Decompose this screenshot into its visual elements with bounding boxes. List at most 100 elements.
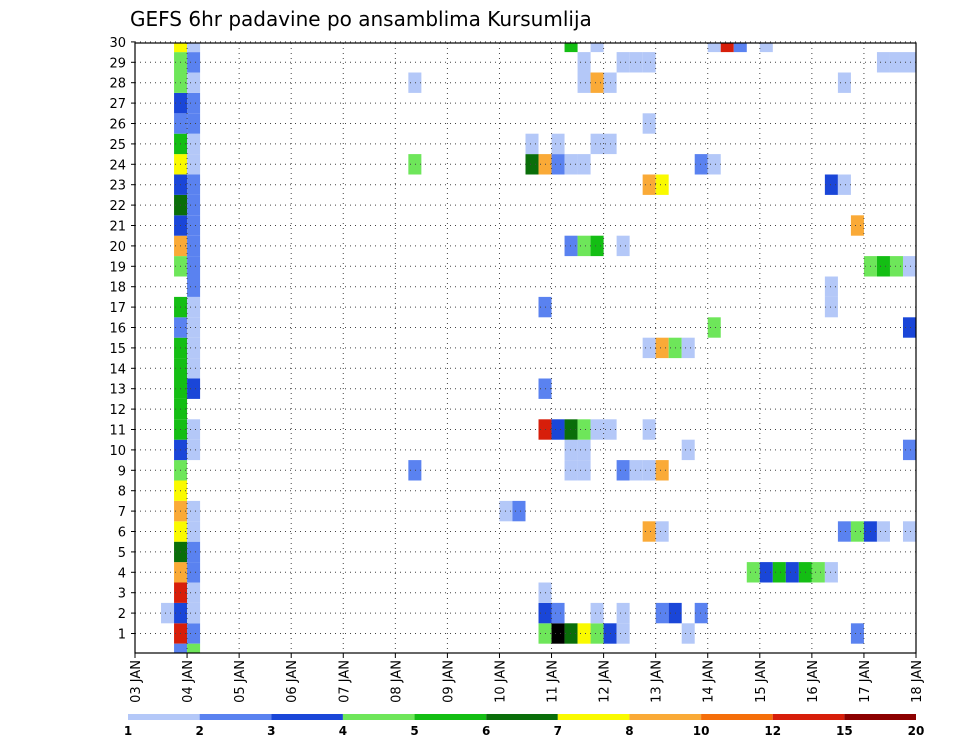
data-cell [525, 154, 539, 175]
data-cell [642, 337, 656, 359]
data-cell [837, 72, 851, 93]
y-tick-label: 9 [118, 464, 126, 479]
x-tick-label: 06 JAN [285, 660, 300, 703]
data-cell [408, 72, 422, 93]
y-tick-label: 27 [109, 97, 126, 112]
data-cell [577, 154, 591, 175]
y-tick-label: 7 [118, 505, 126, 520]
data-cell [902, 52, 916, 73]
data-cell [707, 43, 721, 53]
legend-swatch [414, 714, 487, 720]
legend-swatch [128, 714, 200, 720]
legend-swatch [199, 714, 272, 720]
data-cell [811, 562, 825, 583]
chart-title: GEFS 6hr padavine po ansamblima Kursumli… [130, 7, 592, 31]
data-cell [720, 43, 734, 53]
legend-label: 1 [124, 724, 132, 738]
data-cell [187, 276, 201, 297]
data-cell [590, 419, 604, 440]
y-tick-label: 8 [118, 485, 126, 500]
data-cell [187, 133, 201, 155]
data-cell [824, 174, 838, 195]
legend-label: 10 [693, 724, 710, 738]
data-cell [733, 43, 747, 53]
y-tick-label: 18 [109, 281, 126, 296]
data-cell [564, 439, 578, 461]
data-cell [577, 439, 591, 461]
x-tick-label: 17 JAN [858, 660, 873, 703]
data-cell [551, 133, 565, 155]
x-tick-label: 04 JAN [181, 660, 196, 703]
data-cell [551, 602, 565, 624]
data-cell [590, 72, 604, 93]
cells-layer [161, 43, 916, 653]
y-tick-label: 3 [118, 587, 126, 602]
data-cell [187, 92, 201, 114]
y-tick-label: 20 [109, 240, 126, 255]
y-tick-label: 10 [109, 444, 126, 459]
data-cell [590, 602, 604, 624]
data-cell [187, 296, 201, 318]
x-tick-label: 16 JAN [806, 660, 821, 703]
data-cell [187, 378, 201, 399]
data-cell [187, 256, 201, 277]
x-tick-label: 09 JAN [441, 660, 456, 703]
data-cell [824, 296, 838, 318]
y-tick-label: 25 [109, 138, 126, 153]
data-cell [785, 562, 799, 583]
y-tick-label: 4 [118, 566, 126, 581]
y-tick-label: 5 [118, 546, 126, 561]
legend-swatch [271, 714, 343, 720]
x-axis: 03 JAN 04 JAN 05 JAN 06 JAN 07 JAN 08 JAN 09 J… [129, 653, 925, 703]
data-cell [187, 500, 201, 522]
legend-swatch [629, 714, 702, 720]
data-cell [187, 562, 201, 583]
data-cell [187, 337, 201, 359]
data-cell [187, 643, 201, 653]
data-cell [187, 602, 201, 624]
data-cell [577, 460, 591, 481]
data-cell [681, 439, 695, 461]
data-cell [642, 174, 656, 195]
data-cell [564, 623, 578, 644]
data-cell [590, 623, 604, 644]
data-cell [616, 460, 630, 481]
data-cell [681, 337, 695, 359]
data-cell [408, 154, 422, 175]
data-cell [564, 460, 578, 481]
data-cell [629, 52, 643, 73]
data-cell [655, 602, 669, 624]
y-tick-label: 19 [109, 260, 126, 275]
x-tick-label: 07 JAN [337, 660, 352, 703]
data-cell [642, 460, 656, 481]
data-cell [590, 235, 604, 257]
legend-swatch [557, 714, 630, 720]
data-cell [187, 215, 201, 236]
data-cell [187, 43, 201, 53]
y-tick-label: 21 [109, 220, 126, 235]
x-tick-label: 11 JAN [546, 660, 561, 703]
data-cell [187, 72, 201, 93]
data-cell [577, 72, 591, 93]
y-tick-label: 23 [109, 179, 126, 194]
data-cell [187, 541, 201, 563]
data-cell [759, 43, 773, 53]
data-cell [161, 602, 175, 624]
data-cell [694, 602, 708, 624]
data-cell [577, 623, 591, 644]
data-cell [564, 419, 578, 440]
y-tick-label: 11 [109, 424, 126, 439]
data-cell [694, 154, 708, 175]
data-cell [577, 419, 591, 440]
legend-label: 15 [836, 724, 853, 738]
legend: 1 2 3 4 5 6 7 8 10 12 15 20 [124, 714, 924, 738]
y-tick-label: 15 [109, 342, 126, 357]
legend-label: 3 [267, 724, 275, 738]
legend-label: 2 [195, 724, 203, 738]
data-cell [564, 43, 578, 53]
data-cell [681, 623, 695, 644]
legend-swatch [772, 714, 845, 720]
x-tick-label: 13 JAN [650, 660, 665, 703]
data-cell [616, 235, 630, 257]
